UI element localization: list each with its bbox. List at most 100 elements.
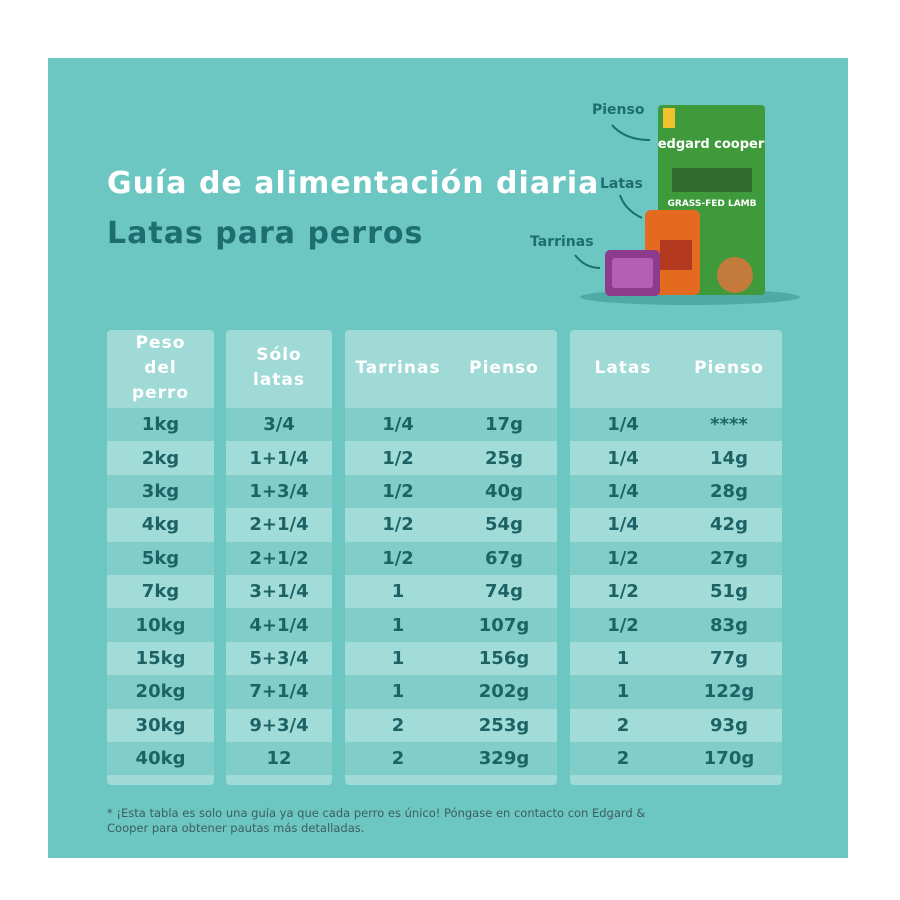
table-cell: 51g bbox=[710, 581, 748, 603]
table-cell: 202g bbox=[478, 681, 530, 703]
table-cell: 40kg bbox=[135, 748, 186, 770]
table-cell: 2 bbox=[391, 748, 405, 770]
arrow bbox=[574, 254, 601, 269]
table-row: 3/4 bbox=[226, 408, 332, 442]
column-group: Tarrinas Pienso 1/4 17g 1/2 25g 1/2 40g 1/2 54g 1/… bbox=[345, 330, 557, 785]
table-row: 1 202g bbox=[345, 675, 557, 709]
table-cell: 10kg bbox=[135, 614, 186, 636]
column-header: Tarrinas bbox=[355, 357, 441, 378]
table-cell: 1/2 bbox=[382, 514, 414, 536]
table-cell: 1 bbox=[391, 681, 405, 703]
column-group: Sólo latas 3/4 1+1/4 1+3/4 2+1/4 2+1/2 3+1/4 4+… bbox=[226, 330, 332, 785]
bag-brand: edgard cooper bbox=[658, 137, 765, 152]
table-cell: 1/2 bbox=[382, 480, 414, 502]
table-cell: 67g bbox=[485, 547, 523, 569]
table-row: 9+3/4 bbox=[226, 708, 332, 742]
table-row: 1/4 28g bbox=[570, 474, 782, 509]
table-cell: 3kg bbox=[141, 480, 180, 502]
table-cell: 25g bbox=[485, 447, 523, 469]
table-row: 2+1/2 bbox=[226, 541, 332, 575]
table-cell: 83g bbox=[710, 614, 748, 636]
table-cell: 3/4 bbox=[263, 414, 295, 436]
table-cell: 30kg bbox=[135, 714, 186, 736]
bag-tag bbox=[663, 108, 675, 128]
table-cell: 170g bbox=[703, 748, 755, 770]
title: Guía de alimentación diaria bbox=[107, 166, 600, 201]
table-cell: 1+1/4 bbox=[249, 447, 309, 469]
table-row: 1/2 83g bbox=[570, 608, 782, 642]
column-group: Latas Pienso 1/4 **** 1/4 14g 1/4 28g 1/4 42g 1/2 2… bbox=[570, 330, 782, 785]
table-cell: 4+1/4 bbox=[249, 614, 309, 636]
table-cell: 1/2 bbox=[607, 614, 639, 636]
table-row: 1kg bbox=[107, 408, 214, 442]
table-cell: 4kg bbox=[141, 514, 180, 536]
table-row: 2 93g bbox=[570, 708, 782, 742]
table-row: 1 107g bbox=[345, 608, 557, 642]
label-latas: Latas bbox=[600, 176, 643, 192]
table-row: 1/2 40g bbox=[345, 474, 557, 509]
table-row: 1/4 14g bbox=[570, 441, 782, 475]
column-header: Latas bbox=[594, 357, 652, 378]
can-label bbox=[660, 240, 692, 270]
table-row: 3kg bbox=[107, 474, 214, 509]
bag-art bbox=[672, 168, 752, 192]
table-cell: 1/2 bbox=[607, 581, 639, 603]
table-row: 5kg bbox=[107, 541, 214, 575]
table-cell: 1 bbox=[391, 581, 405, 603]
table-cell: 5kg bbox=[141, 547, 180, 569]
table-cell: 40g bbox=[485, 480, 523, 502]
table-row: 1 156g bbox=[345, 641, 557, 676]
table-cell: 5+3/4 bbox=[249, 647, 309, 669]
table-cell: 1/2 bbox=[607, 547, 639, 569]
table-cell: 1/4 bbox=[607, 514, 639, 536]
table-cell: 9+3/4 bbox=[249, 714, 309, 736]
table-cell: 2 bbox=[616, 748, 630, 770]
table-row: 2kg bbox=[107, 441, 214, 475]
table-cell: 1 bbox=[391, 614, 405, 636]
table-row: 20kg bbox=[107, 675, 214, 709]
table-cell: 7kg bbox=[141, 581, 180, 603]
table-cell: 15kg bbox=[135, 647, 186, 669]
footnote: * ¡Esta tabla es solo una guía ya que ca… bbox=[107, 806, 646, 835]
table-cell: 1/2 bbox=[382, 547, 414, 569]
column-header: Pienso bbox=[694, 357, 764, 378]
column-header: Sólo latas bbox=[252, 345, 305, 390]
table-cell: 74g bbox=[485, 581, 523, 603]
table-cell: 77g bbox=[710, 647, 748, 669]
table-row: 4+1/4 bbox=[226, 608, 332, 642]
arrow bbox=[619, 194, 643, 219]
table-cell: 1/2 bbox=[382, 447, 414, 469]
arrow bbox=[611, 124, 651, 141]
table-row: 1/2 54g bbox=[345, 508, 557, 542]
table-row: 40kg bbox=[107, 742, 214, 776]
table-cell: **** bbox=[710, 414, 748, 436]
label-pienso: Pienso bbox=[592, 102, 645, 118]
table-row: 7kg bbox=[107, 575, 214, 609]
table-cell: 1/4 bbox=[607, 447, 639, 469]
table-cell: 1 bbox=[616, 681, 630, 703]
bag-flavor: GRASS-FED LAMB bbox=[668, 199, 757, 209]
table-row: 1 77g bbox=[570, 641, 782, 676]
table-cell: 3+1/4 bbox=[249, 581, 309, 603]
table-cell: 156g bbox=[478, 647, 530, 669]
table-cell: 12 bbox=[266, 748, 292, 770]
table-cell: 93g bbox=[710, 714, 748, 736]
table-cell: 122g bbox=[703, 681, 755, 703]
table-cell: 1 bbox=[391, 647, 405, 669]
table-row: 10kg bbox=[107, 608, 214, 642]
table-row: 2+1/4 bbox=[226, 508, 332, 542]
table-row: 2 170g bbox=[570, 742, 782, 776]
table-row: 2 253g bbox=[345, 708, 557, 742]
table-row: 30kg bbox=[107, 708, 214, 742]
table-cell: 1/4 bbox=[607, 480, 639, 502]
table-cell: 253g bbox=[478, 714, 530, 736]
table-cell: 1 bbox=[616, 647, 630, 669]
table-cell: 2+1/2 bbox=[249, 547, 309, 569]
table-row: 1/4 17g bbox=[345, 408, 557, 442]
table-row: 3+1/4 bbox=[226, 575, 332, 609]
dog bbox=[717, 257, 753, 293]
table-row: 1/2 51g bbox=[570, 575, 782, 609]
table-cell: 329g bbox=[478, 748, 530, 770]
table-cell: 1kg bbox=[141, 414, 180, 436]
table-cell: 42g bbox=[710, 514, 748, 536]
